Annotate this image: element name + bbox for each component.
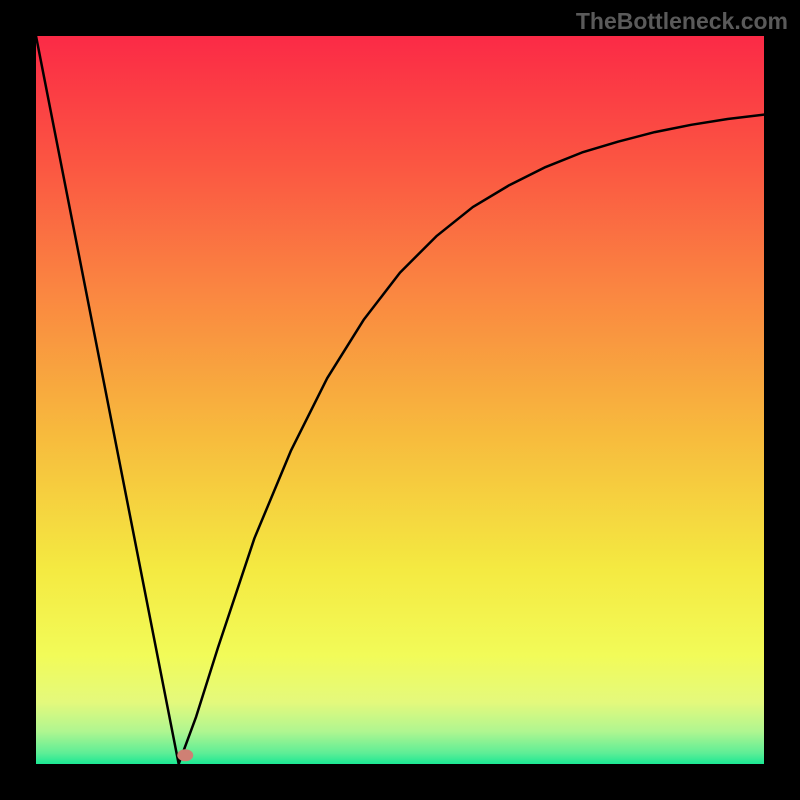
optimal-point-marker: [177, 749, 193, 761]
plot-svg: [36, 36, 764, 764]
watermark-text: TheBottleneck.com: [576, 8, 788, 35]
gradient-background: [36, 36, 764, 764]
chart-frame: TheBottleneck.com: [0, 0, 800, 800]
plot-area: [36, 36, 764, 764]
